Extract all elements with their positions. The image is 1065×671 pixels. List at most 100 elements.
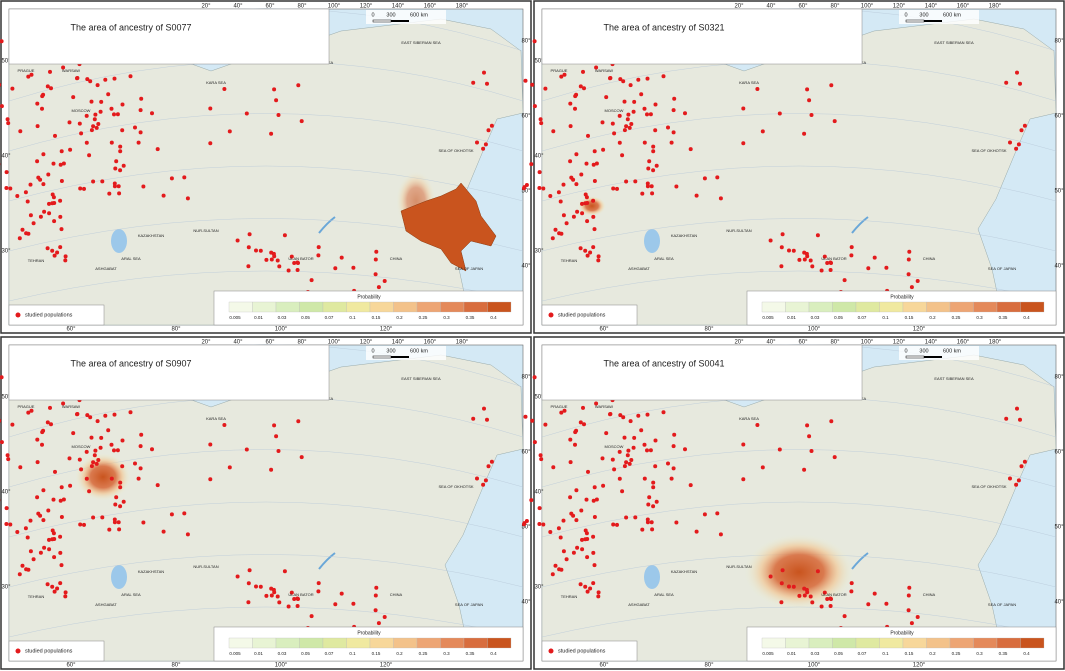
population-dot <box>244 111 249 116</box>
place-label: WARSAW <box>62 68 80 73</box>
population-dot <box>810 600 815 605</box>
place-label: EAST SIBERIAN SEA <box>401 40 441 45</box>
population-dot <box>63 258 68 263</box>
population-dot <box>585 589 590 594</box>
population-dot <box>807 98 812 103</box>
population-dot <box>295 268 300 272</box>
population-dot <box>35 437 40 442</box>
population-dot <box>718 196 723 201</box>
population-dot <box>150 447 154 452</box>
population-dot <box>645 412 650 417</box>
population-dot <box>601 147 606 152</box>
legend-label: studied populations <box>558 312 606 318</box>
population-dot <box>120 102 125 107</box>
population-dot <box>591 550 596 555</box>
population-dot <box>539 121 544 126</box>
population-dot <box>608 412 613 416</box>
lon-label: 100° <box>861 340 874 346</box>
population-dot <box>208 141 213 146</box>
population-dot <box>825 261 830 265</box>
probability-label: 0.2 <box>929 651 936 656</box>
place-label: CHINA <box>390 592 403 597</box>
population-dot <box>35 159 40 164</box>
caspian-sea <box>644 565 660 589</box>
population-dot <box>829 83 834 88</box>
legend-dot <box>548 648 554 654</box>
population-dot <box>94 461 99 466</box>
place-label: KARA SEA <box>206 80 226 85</box>
population-dot <box>23 526 28 531</box>
place-label: ASHGABAT <box>95 602 117 607</box>
population-dot <box>58 245 63 250</box>
population-dot <box>79 467 84 472</box>
lat-label: 40° <box>534 154 544 160</box>
population-dot <box>666 125 670 130</box>
population-dot <box>532 104 537 109</box>
population-dot <box>112 520 117 525</box>
population-dot <box>594 497 599 502</box>
population-dot <box>620 153 625 158</box>
title-box <box>541 344 863 401</box>
population-dot <box>299 119 304 124</box>
scale-label: 0 <box>371 12 374 18</box>
scale-bar <box>924 20 942 22</box>
population-dot <box>92 453 97 458</box>
population-dot <box>475 476 479 481</box>
population-dot <box>47 211 52 216</box>
graticule <box>8 606 524 638</box>
population-dot <box>809 449 814 453</box>
population-dot <box>114 159 119 164</box>
population-dot <box>485 81 489 86</box>
population-dot <box>28 213 33 218</box>
population-dot <box>23 190 28 195</box>
place-label: SEA OF OKHOTSK <box>971 484 1006 489</box>
population-dot <box>235 574 240 579</box>
population-dot <box>568 101 573 106</box>
population-dot <box>17 236 22 241</box>
population-dot <box>376 285 381 290</box>
population-dot <box>626 448 631 453</box>
place-label: ULAN BATOR <box>288 256 313 261</box>
population-dot <box>0 375 4 380</box>
legend-dot <box>548 312 554 318</box>
scale-label: 300 <box>919 348 928 354</box>
population-dot <box>842 614 847 619</box>
population-dot <box>71 431 76 436</box>
lon-label: 40° <box>766 4 776 10</box>
population-dot <box>61 65 66 70</box>
population-dot <box>688 483 693 488</box>
land <box>8 354 524 662</box>
population-dot <box>872 591 877 596</box>
probability-label: 0.3 <box>976 651 983 656</box>
population-dot <box>36 175 41 180</box>
population-dot <box>808 258 813 263</box>
population-dot <box>807 434 812 439</box>
lat-label: 40° <box>1 154 11 160</box>
probability-swatch <box>416 301 441 313</box>
population-dot <box>645 184 650 189</box>
population-dot <box>489 459 494 464</box>
place-label: EAST SIBERIAN SEA <box>401 376 441 381</box>
probability-swatch <box>322 637 347 649</box>
legend-box <box>8 304 105 326</box>
population-dot <box>4 522 9 526</box>
lon-label: 80° <box>830 340 840 346</box>
population-dot <box>592 227 597 232</box>
lat-label: 60° <box>1054 450 1064 456</box>
population-dot <box>68 483 73 488</box>
population-dot <box>24 231 29 236</box>
population-dot <box>373 257 378 262</box>
population-dot <box>246 600 251 605</box>
population-dot <box>779 245 784 250</box>
population-dot <box>5 117 10 122</box>
population-dot <box>116 520 121 525</box>
population-dot <box>615 522 619 527</box>
population-dot <box>802 467 807 472</box>
population-dot <box>286 268 291 273</box>
population-dot <box>583 201 588 206</box>
population-dot <box>77 121 82 126</box>
population-dot <box>832 455 837 460</box>
population-dot <box>89 435 94 440</box>
place-label: ARAL SEA <box>654 256 674 261</box>
scale-bar <box>372 19 392 23</box>
